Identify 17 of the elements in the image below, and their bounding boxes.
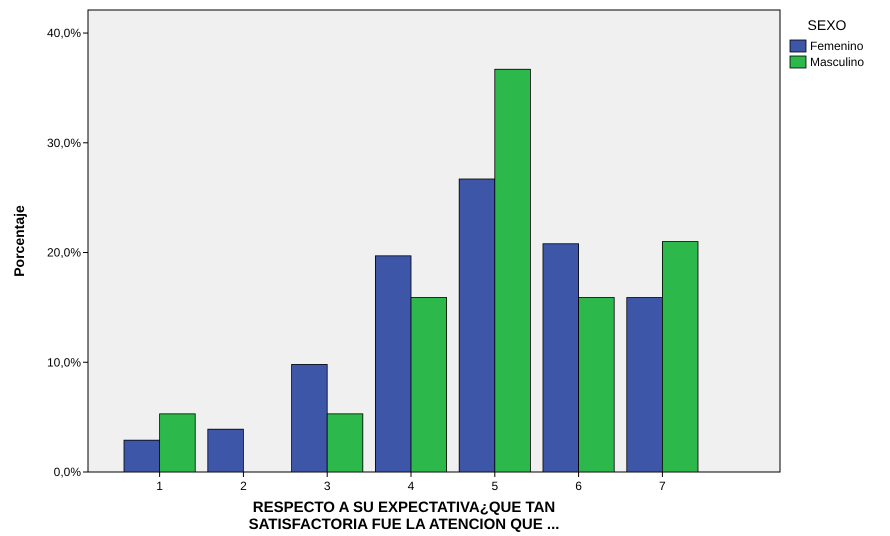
y-tick-label: 30,0%	[46, 136, 82, 150]
x-tick-label: 2	[240, 479, 248, 493]
x-tick-label: 5	[491, 479, 498, 493]
x-tick-label: 1	[156, 479, 164, 493]
y-axis-title: Porcentaje	[11, 204, 27, 277]
legend-title: SEXO	[808, 17, 847, 33]
y-tick-label: 20,0%	[46, 246, 82, 260]
legend-label: Masculino	[810, 55, 864, 70]
y-tick-label: 10,0%	[46, 355, 82, 370]
y-tick-label: 40,0%	[46, 26, 82, 40]
x-tick-label: 3	[324, 479, 331, 493]
x-tick-label: 6	[575, 479, 582, 493]
legend-label: Femenino	[810, 39, 864, 54]
x-tick-label: 7	[659, 479, 666, 493]
y-tick-label: 0,0%	[54, 465, 82, 480]
x-axis-title: RESPECTO A SU EXPECTATIVA¿QUE TAN SATISFACTORIA FUE LA ATENCION QUE ...	[248, 499, 560, 533]
x-tick-label: 4	[408, 479, 415, 493]
